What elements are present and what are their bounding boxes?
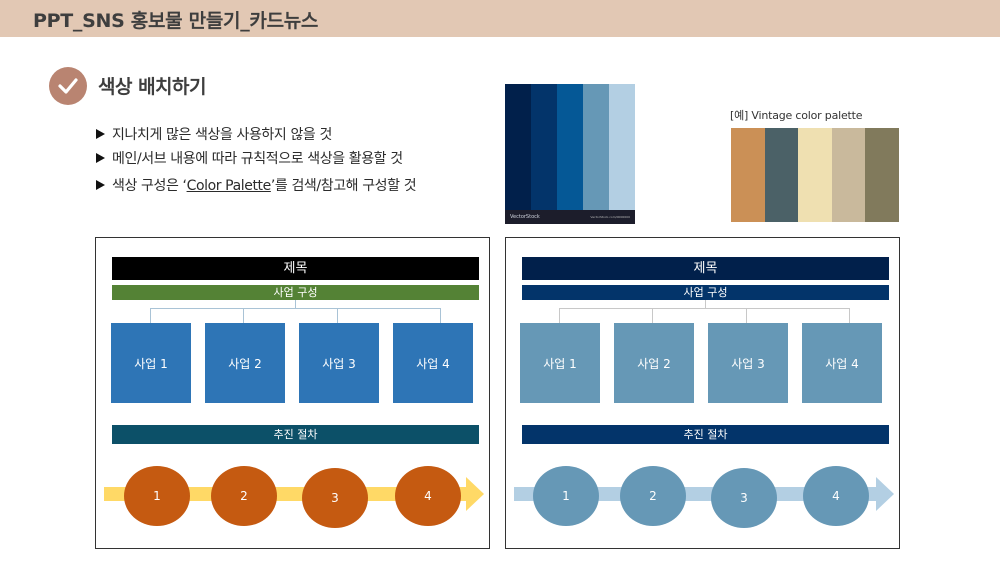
business-box: 사업 4 [393,323,473,403]
watermark-code: VectorStock.com/0000000 [590,215,630,219]
bullet-text: 색상 구성은 ‘ [112,178,187,194]
business-box: 사업 4 [802,323,882,403]
connector-line [746,308,747,323]
triangle-bullet-icon [96,180,105,190]
palette-swatch [865,128,899,222]
diagram-title-bar: 제목 [522,257,889,280]
connector-line [440,308,441,323]
vintage-palette-image [731,128,899,222]
color-palette-link[interactable]: Color Palette [186,178,272,194]
connector-line [559,308,850,309]
bullet-item: 지나치게 많은 색상을 사용하지 않을 것 [96,124,332,144]
diagram-subtitle-bar: 사업 구성 [112,285,479,300]
page-title: PPT_SNS 홍보물 만들기_카드뉴스 [33,10,319,32]
connector-line [849,308,850,323]
bullet-text: ’를 검색/참고해 구성할 것 [270,178,417,194]
business-box: 사업 1 [520,323,600,403]
palette-swatch [583,84,609,210]
process-step: 3 [711,468,777,528]
business-box: 사업 1 [111,323,191,403]
process-step: 4 [803,466,869,526]
diagram-subtitle-bar: 사업 구성 [522,285,889,300]
connector-line [243,308,244,323]
process-title-bar: 추진 절차 [112,425,479,444]
triangle-bullet-icon [96,129,105,139]
bullet-text: 지나치게 많은 색상을 사용하지 않을 것 [112,127,332,143]
bullet-text: 메인/서브 내용에 따라 규칙적으로 색상을 활용할 것 [112,151,403,167]
palette-swatch [731,128,765,222]
process-step: 1 [124,466,190,526]
header-bar: PPT_SNS 홍보물 만들기_카드뉴스 [0,0,1000,37]
navy-palette-image: VectorStock VectorStock.com/0000000 [505,84,635,224]
section-title: 색상 배치하기 [98,76,207,98]
palette-swatch [505,84,531,210]
palette-swatch [831,128,866,222]
business-box: 사업 3 [299,323,379,403]
business-box: 사업 2 [614,323,694,403]
process-step: 3 [302,468,368,528]
watermark-brand: VectorStock [510,214,540,220]
diagram-palette-colors: 제목 사업 구성 사업 1 사업 2 사업 3 사업 4 추진 절차 1 2 3… [505,237,900,549]
bullet-item: 색상 구성은 ‘Color Palette’를 검색/참고해 구성할 것 [96,175,417,195]
process-step: 4 [395,466,461,526]
connector-line [150,308,441,309]
connector-line [337,308,338,323]
connector-line [705,300,706,308]
process-arrow-icon [514,477,894,511]
connector-line [295,300,296,308]
process-arrow-icon [104,477,484,511]
diagram-default-colors: 제목 사업 구성 사업 1 사업 2 사업 3 사업 4 추진 절차 1 2 3… [95,237,490,549]
palette-swatch [557,84,583,210]
process-step: 2 [211,466,277,526]
palette-swatch [798,128,832,222]
process-title-bar: 추진 절차 [522,425,889,444]
connector-line [652,308,653,323]
business-box: 사업 2 [205,323,285,403]
connector-line [559,308,560,323]
palette-swatch [764,128,799,222]
check-circle-icon [49,67,87,105]
vintage-palette-label: [예] Vintage color palette [730,109,863,122]
process-step: 1 [533,466,599,526]
bullet-item: 메인/서브 내용에 따라 규칙적으로 색상을 활용할 것 [96,148,403,168]
triangle-bullet-icon [96,153,105,163]
palette-swatch [531,84,557,210]
palette-swatch [609,84,635,210]
connector-line [150,308,151,323]
business-box: 사업 3 [708,323,788,403]
diagram-title-bar: 제목 [112,257,479,280]
process-step: 2 [620,466,686,526]
